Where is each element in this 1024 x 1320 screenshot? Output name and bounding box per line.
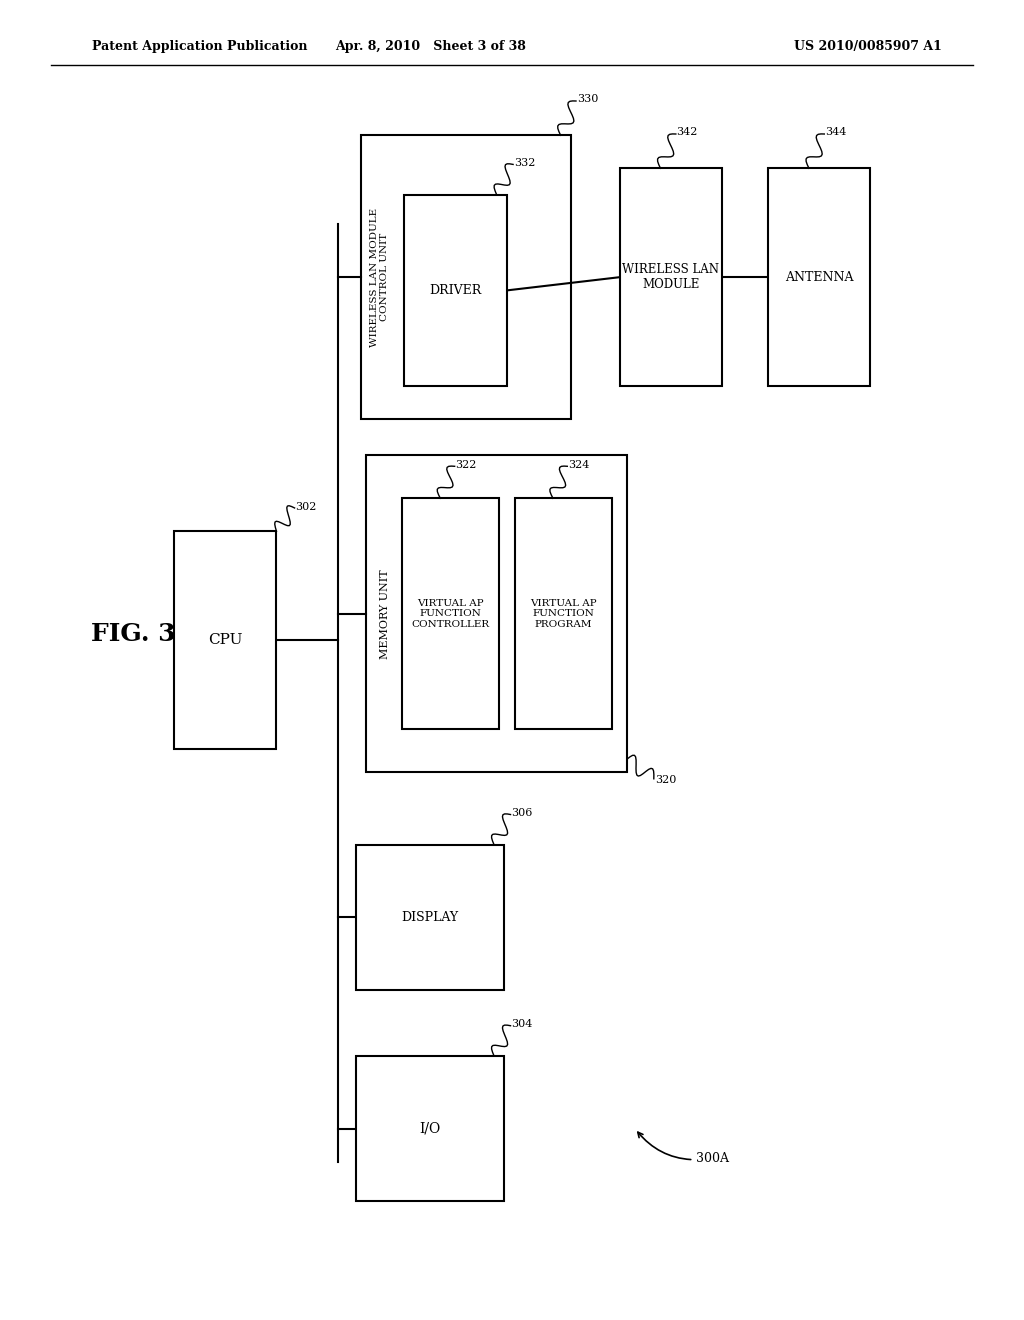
Text: 300A: 300A [638, 1133, 729, 1164]
Text: FIG. 3: FIG. 3 [91, 622, 175, 645]
FancyBboxPatch shape [174, 531, 276, 750]
Text: US 2010/0085907 A1: US 2010/0085907 A1 [795, 40, 942, 53]
Text: WIRELESS LAN
MODULE: WIRELESS LAN MODULE [623, 263, 719, 292]
FancyBboxPatch shape [768, 168, 870, 385]
Text: 332: 332 [514, 158, 536, 168]
FancyBboxPatch shape [356, 1056, 504, 1201]
Text: Patent Application Publication: Patent Application Publication [92, 40, 307, 53]
Text: 304: 304 [511, 1019, 532, 1030]
Text: CPU: CPU [208, 634, 243, 647]
Text: 322: 322 [456, 459, 477, 470]
Text: Apr. 8, 2010   Sheet 3 of 38: Apr. 8, 2010 Sheet 3 of 38 [335, 40, 525, 53]
Text: 306: 306 [511, 808, 532, 818]
Text: MEMORY UNIT: MEMORY UNIT [380, 569, 389, 659]
Text: DRIVER: DRIVER [429, 284, 482, 297]
Text: 342: 342 [677, 127, 698, 137]
Text: 324: 324 [568, 459, 590, 470]
Text: VIRTUAL AP
FUNCTION
PROGRAM: VIRTUAL AP FUNCTION PROGRAM [529, 599, 597, 628]
FancyBboxPatch shape [404, 195, 507, 385]
Text: DISPLAY: DISPLAY [401, 911, 459, 924]
FancyBboxPatch shape [356, 845, 504, 990]
FancyBboxPatch shape [361, 135, 571, 420]
Text: 344: 344 [825, 127, 847, 137]
FancyBboxPatch shape [515, 498, 612, 729]
Text: ANTENNA: ANTENNA [785, 271, 853, 284]
FancyBboxPatch shape [620, 168, 722, 385]
Text: 302: 302 [296, 502, 316, 512]
Text: I/O: I/O [420, 1122, 440, 1135]
FancyBboxPatch shape [401, 498, 500, 729]
FancyBboxPatch shape [367, 455, 627, 772]
Text: 330: 330 [577, 94, 598, 104]
Text: WIRELESS LAN MODULE
CONTROL UNIT: WIRELESS LAN MODULE CONTROL UNIT [370, 207, 389, 347]
Text: VIRTUAL AP
FUNCTION
CONTROLLER: VIRTUAL AP FUNCTION CONTROLLER [412, 599, 489, 628]
Text: 320: 320 [655, 775, 677, 785]
